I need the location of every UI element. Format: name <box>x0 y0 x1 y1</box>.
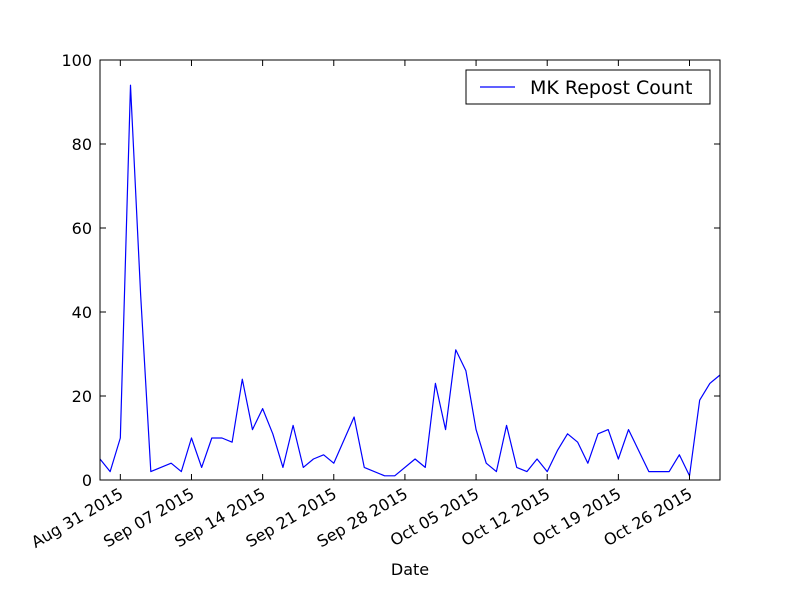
y-tick-label: 100 <box>61 51 92 70</box>
y-tick-label: 60 <box>72 219 92 238</box>
y-tick-label: 20 <box>72 387 92 406</box>
x-axis-label: Date <box>391 560 429 579</box>
plot-area <box>100 60 720 480</box>
y-tick-label: 0 <box>82 471 92 490</box>
series-layer <box>99 84 721 477</box>
plot-frame <box>99 59 721 481</box>
legend-label: MK Repost Count <box>530 77 692 99</box>
series-line <box>99 84 721 477</box>
legend: MK Repost Count <box>465 69 711 105</box>
y-tick-label: 40 <box>72 303 92 322</box>
y-tick-label: 80 <box>72 135 92 154</box>
